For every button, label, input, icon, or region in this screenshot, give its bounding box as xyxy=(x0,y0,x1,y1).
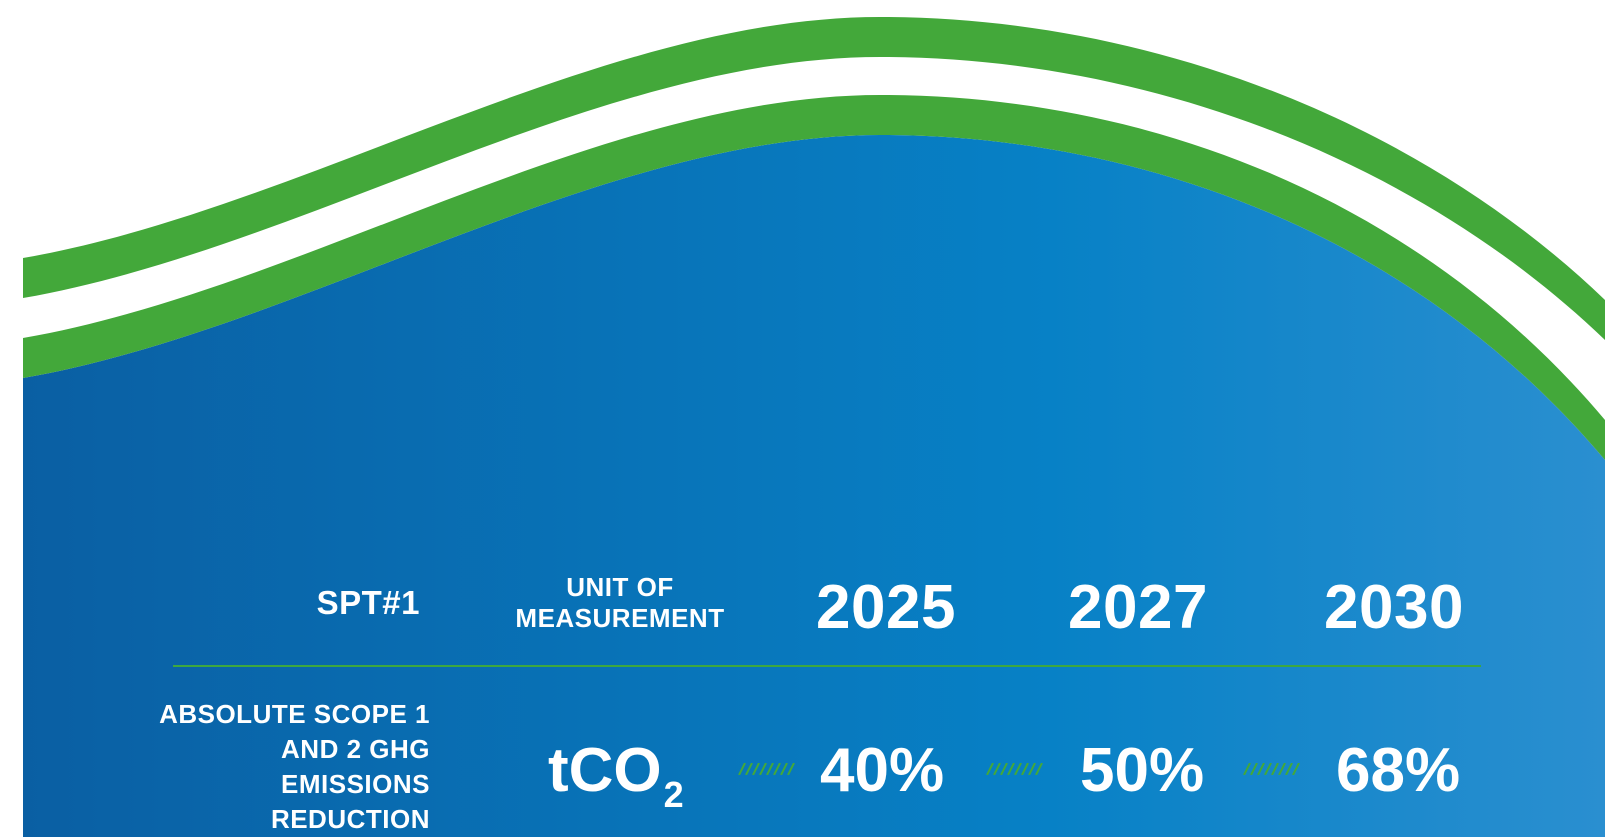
hatch-separator-icon xyxy=(986,763,1043,775)
value-2030: 68% xyxy=(1336,736,1461,805)
header-divider xyxy=(173,665,1481,667)
hatch-separator-icon xyxy=(738,763,795,775)
blue-panel xyxy=(23,135,1605,837)
metric-label: ABSOLUTE SCOPE 1 AND 2 GHG EMISSIONS RED… xyxy=(159,699,430,834)
hatch-separator-icon xyxy=(1243,763,1300,775)
value-2025: 40% xyxy=(820,736,945,805)
unit-of-measurement-header: UNIT OF MEASUREMENT xyxy=(515,572,725,633)
green-stripe-lower xyxy=(23,95,1605,460)
green-stripe-upper xyxy=(23,17,1605,340)
year-2025-header: 2025 xyxy=(816,573,956,642)
spt-label: SPT#1 xyxy=(316,584,420,621)
year-2027-header: 2027 xyxy=(1068,573,1208,642)
year-2030-header: 2030 xyxy=(1324,573,1464,642)
unit-main: tCO xyxy=(548,736,662,805)
unit-subscript: 2 xyxy=(663,774,684,815)
value-2027: 50% xyxy=(1080,736,1205,805)
unit-value: tCO2 xyxy=(548,735,684,815)
